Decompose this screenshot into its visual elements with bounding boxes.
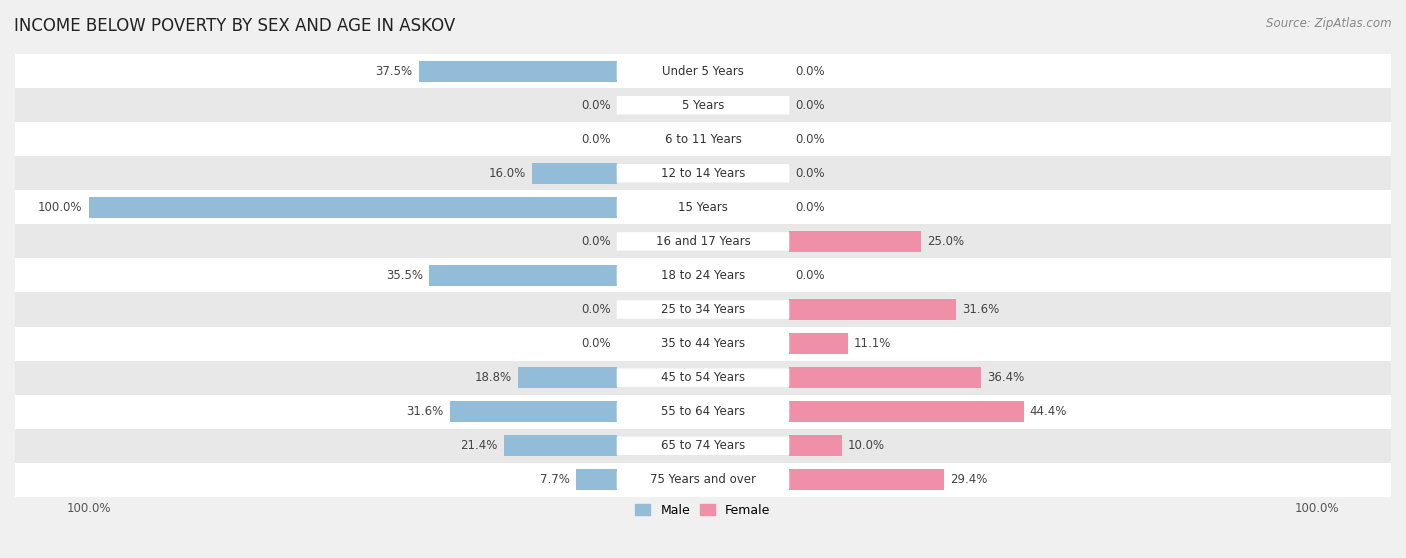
FancyBboxPatch shape [617, 402, 789, 421]
Bar [89, 197, 617, 218]
FancyBboxPatch shape [617, 368, 789, 387]
Text: 10.0%: 10.0% [848, 439, 886, 453]
Bar [450, 401, 617, 422]
Bar [429, 265, 617, 286]
Text: INCOME BELOW POVERTY BY SEX AND AGE IN ASKOV: INCOME BELOW POVERTY BY SEX AND AGE IN A… [14, 17, 456, 35]
FancyBboxPatch shape [617, 232, 789, 251]
Text: 0.0%: 0.0% [796, 269, 825, 282]
Text: 100.0%: 100.0% [38, 201, 83, 214]
Text: 0.0%: 0.0% [796, 133, 825, 146]
Text: 16.0%: 16.0% [489, 167, 526, 180]
Text: 35.5%: 35.5% [387, 269, 423, 282]
Text: 55 to 64 Years: 55 to 64 Years [661, 405, 745, 418]
Text: 16 and 17 Years: 16 and 17 Years [655, 235, 751, 248]
Text: 21.4%: 21.4% [460, 439, 498, 453]
Text: 65 to 74 Years: 65 to 74 Years [661, 439, 745, 453]
Bar [15, 463, 1391, 497]
Bar [789, 401, 1024, 422]
Text: 31.6%: 31.6% [962, 303, 1000, 316]
FancyBboxPatch shape [617, 130, 789, 148]
Text: 0.0%: 0.0% [581, 99, 610, 112]
Text: 44.4%: 44.4% [1029, 405, 1067, 418]
Bar [15, 54, 1391, 88]
Text: 25 to 34 Years: 25 to 34 Years [661, 303, 745, 316]
Text: 7.7%: 7.7% [540, 473, 571, 487]
Text: 0.0%: 0.0% [796, 167, 825, 180]
Bar [517, 367, 617, 388]
Bar [15, 395, 1391, 429]
Bar [15, 190, 1391, 224]
Text: 0.0%: 0.0% [581, 303, 610, 316]
Text: 75 Years and over: 75 Years and over [650, 473, 756, 487]
Bar [15, 292, 1391, 326]
Text: 11.1%: 11.1% [853, 337, 891, 350]
Bar [789, 333, 848, 354]
FancyBboxPatch shape [617, 436, 789, 455]
Text: 18.8%: 18.8% [474, 371, 512, 384]
Bar [503, 435, 617, 456]
Bar [15, 258, 1391, 292]
Text: 12 to 14 Years: 12 to 14 Years [661, 167, 745, 180]
Text: 36.4%: 36.4% [987, 371, 1025, 384]
Text: 18 to 24 Years: 18 to 24 Years [661, 269, 745, 282]
FancyBboxPatch shape [617, 266, 789, 285]
Text: 5 Years: 5 Years [682, 99, 724, 112]
Text: 6 to 11 Years: 6 to 11 Years [665, 133, 741, 146]
Legend: Male, Female: Male, Female [630, 499, 776, 522]
Bar [15, 88, 1391, 122]
Text: 29.4%: 29.4% [950, 473, 988, 487]
FancyBboxPatch shape [617, 198, 789, 217]
Bar [533, 163, 617, 184]
Bar [15, 224, 1391, 258]
Bar [15, 429, 1391, 463]
FancyBboxPatch shape [617, 62, 789, 80]
Text: 35 to 44 Years: 35 to 44 Years [661, 337, 745, 350]
Text: 0.0%: 0.0% [581, 133, 610, 146]
Bar [576, 469, 617, 490]
Text: Under 5 Years: Under 5 Years [662, 65, 744, 78]
Text: 45 to 54 Years: 45 to 54 Years [661, 371, 745, 384]
Text: 37.5%: 37.5% [375, 65, 413, 78]
Text: Source: ZipAtlas.com: Source: ZipAtlas.com [1267, 17, 1392, 30]
Text: 0.0%: 0.0% [796, 65, 825, 78]
Text: 0.0%: 0.0% [581, 337, 610, 350]
Bar [789, 469, 945, 490]
Bar [419, 60, 617, 81]
Text: 0.0%: 0.0% [796, 201, 825, 214]
Bar [15, 156, 1391, 190]
Text: 31.6%: 31.6% [406, 405, 444, 418]
Text: 0.0%: 0.0% [796, 99, 825, 112]
Bar [789, 367, 981, 388]
Bar [15, 360, 1391, 395]
FancyBboxPatch shape [617, 300, 789, 319]
Bar [789, 299, 956, 320]
Text: 15 Years: 15 Years [678, 201, 728, 214]
Text: 0.0%: 0.0% [581, 235, 610, 248]
FancyBboxPatch shape [617, 96, 789, 114]
Text: 25.0%: 25.0% [927, 235, 965, 248]
Bar [789, 435, 842, 456]
Bar [15, 122, 1391, 156]
FancyBboxPatch shape [617, 334, 789, 353]
Bar [15, 326, 1391, 360]
FancyBboxPatch shape [617, 470, 789, 489]
FancyBboxPatch shape [617, 164, 789, 182]
Bar [789, 231, 921, 252]
